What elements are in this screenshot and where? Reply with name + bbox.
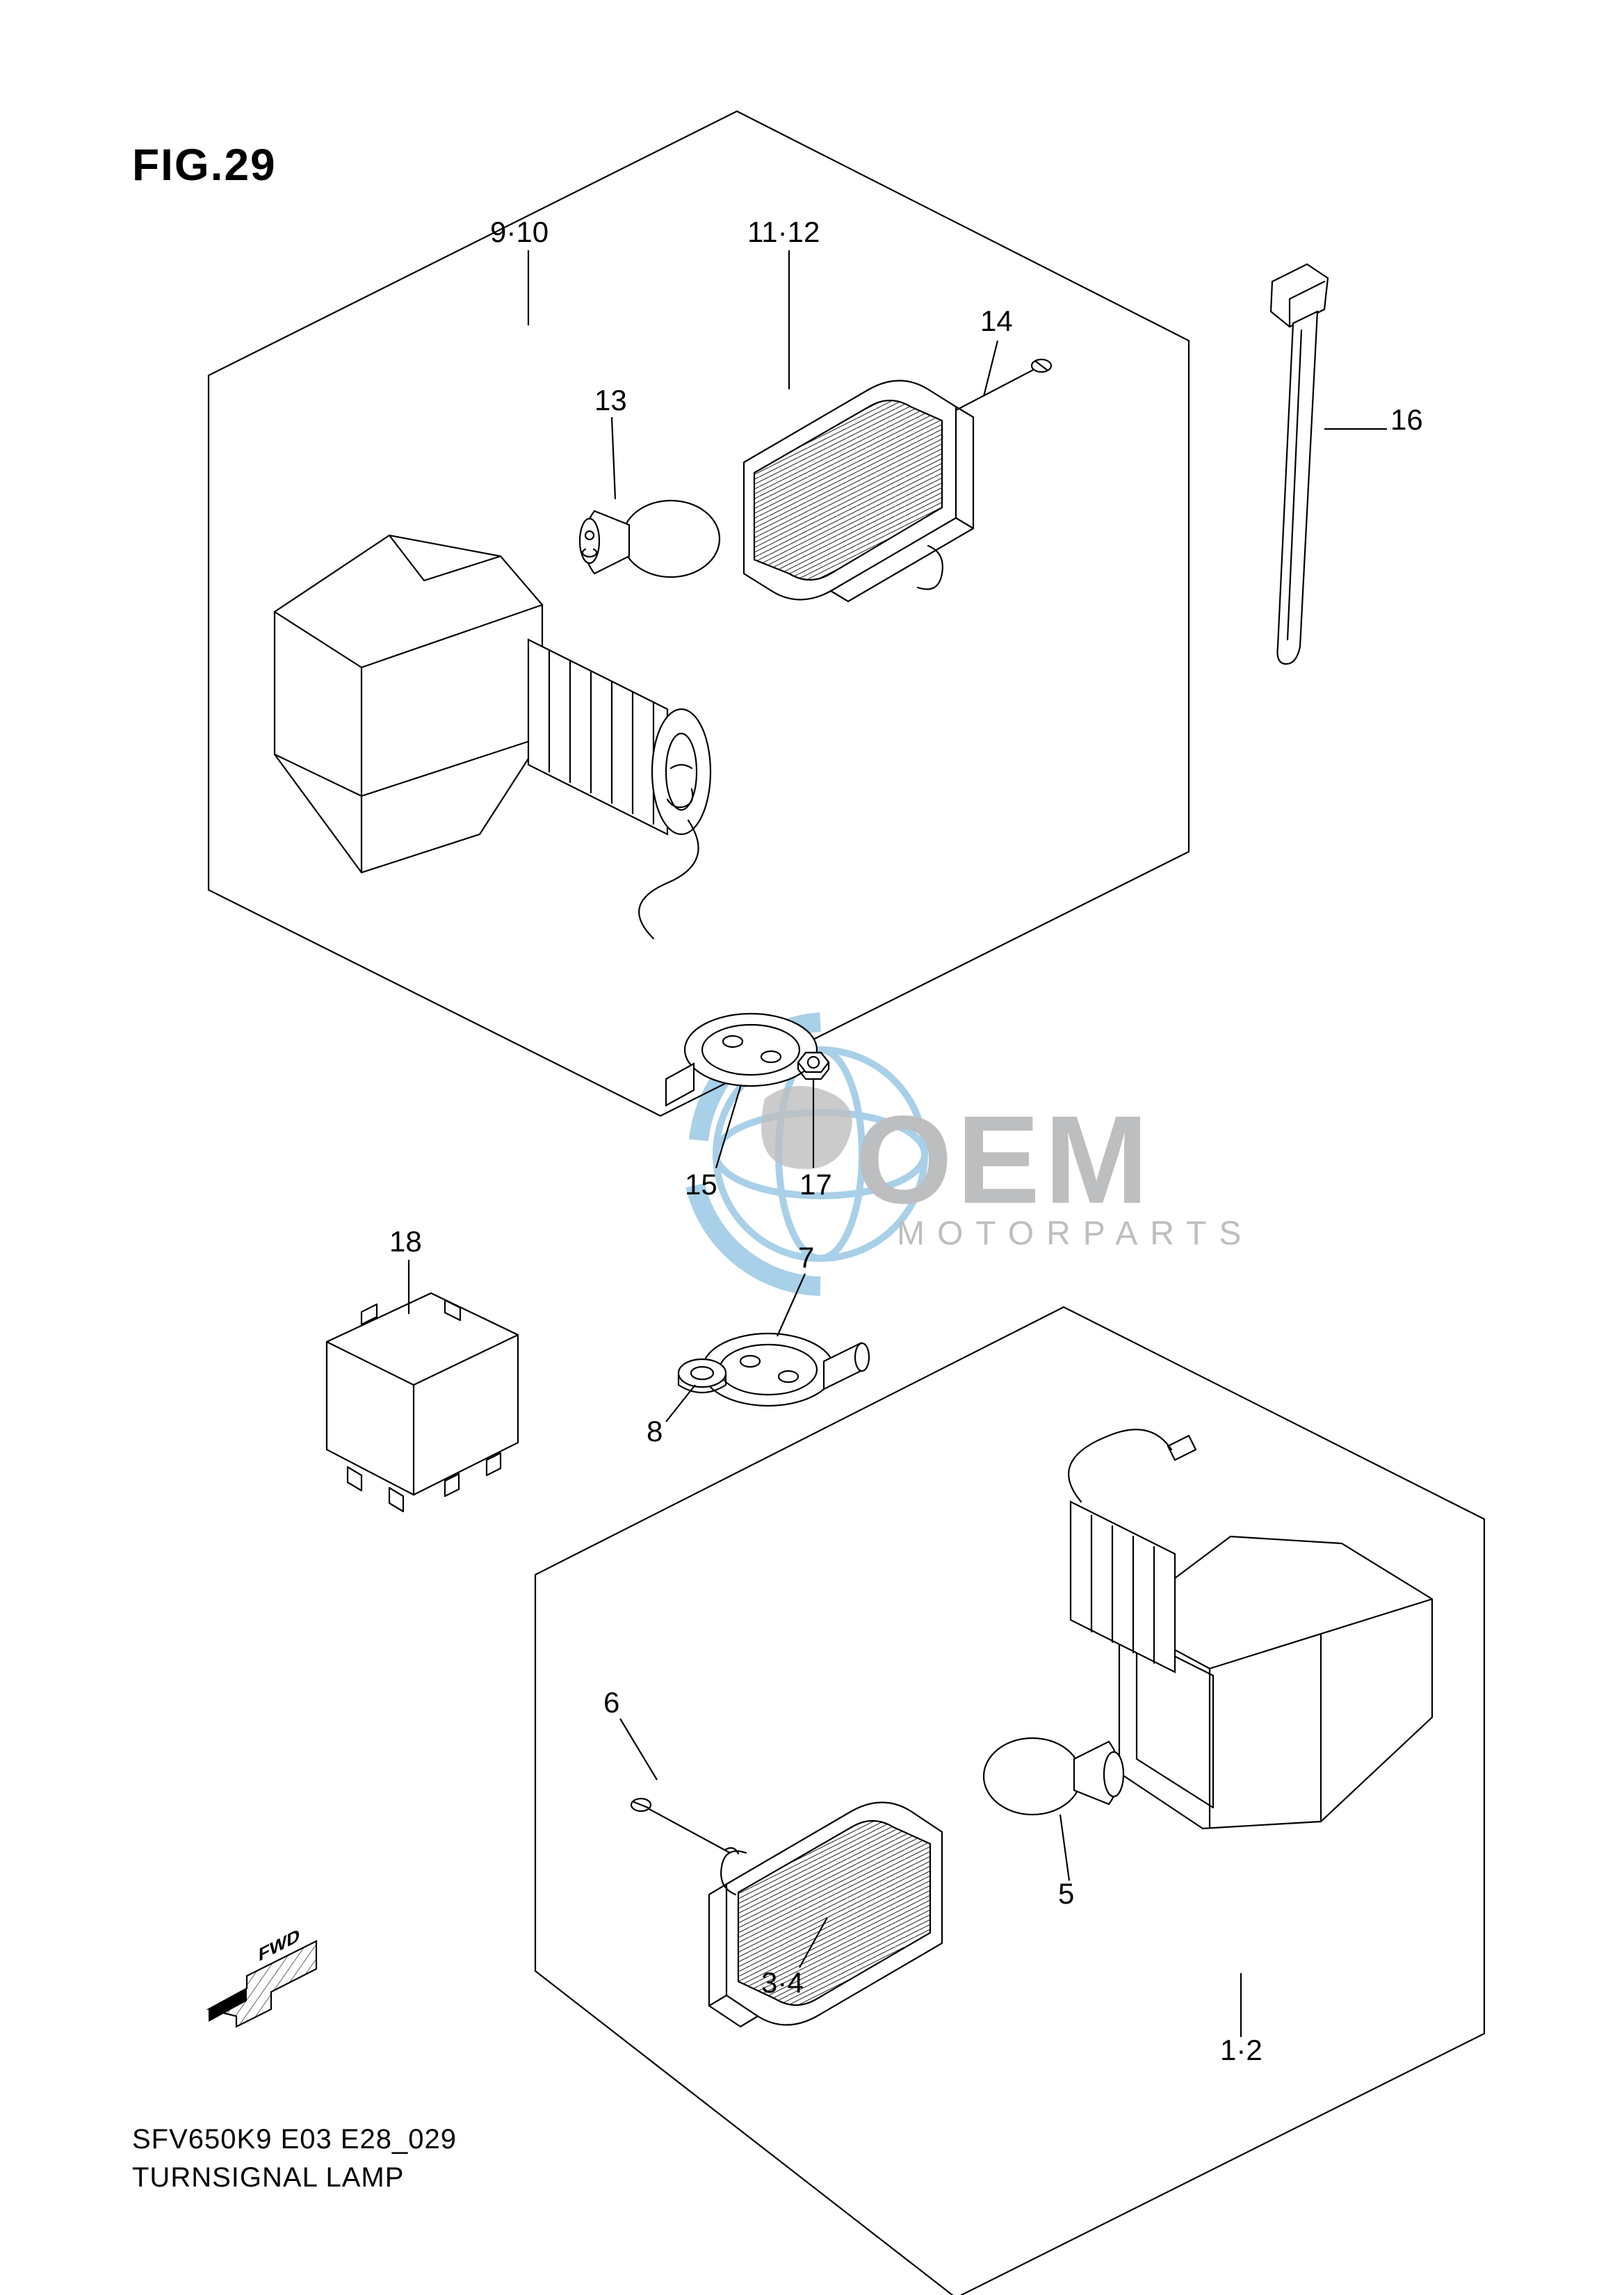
front-lamp-assembly bbox=[275, 535, 710, 939]
front-bulb bbox=[580, 501, 720, 577]
diagram-canvas: OEM MOTORPARTS bbox=[0, 0, 1624, 2295]
relay bbox=[327, 1293, 518, 1511]
callout-1-2: 1·2 bbox=[1220, 2034, 1262, 2067]
callout-5: 5 bbox=[1058, 1877, 1074, 1911]
callout-15: 15 bbox=[685, 1168, 717, 1201]
callout-11-12: 11·12 bbox=[747, 216, 820, 249]
callout-9-10: 9·10 bbox=[490, 216, 549, 249]
fwd-arrow-icon: FWD bbox=[209, 1924, 316, 2027]
callout-18: 18 bbox=[389, 1225, 422, 1258]
watermark-brand: OEM bbox=[855, 1090, 1153, 1230]
callout-7: 7 bbox=[798, 1241, 814, 1274]
callout-14: 14 bbox=[980, 305, 1013, 338]
rear-screw bbox=[631, 1799, 738, 1854]
rear-mount bbox=[679, 1333, 869, 1406]
front-lens bbox=[744, 381, 973, 602]
callout-8: 8 bbox=[647, 1415, 663, 1448]
rear-lens bbox=[709, 1803, 942, 2027]
callout-16: 16 bbox=[1390, 403, 1423, 437]
callout-17: 17 bbox=[799, 1168, 832, 1201]
cable-tie bbox=[1271, 264, 1328, 664]
callout-6: 6 bbox=[603, 1686, 619, 1719]
callout-3-4: 3·4 bbox=[761, 1966, 804, 2000]
callout-13: 13 bbox=[594, 384, 627, 417]
front-screw bbox=[956, 359, 1051, 410]
rear-bulb bbox=[984, 1738, 1123, 1815]
watermark-sub: MOTORPARTS bbox=[897, 1215, 1253, 1252]
